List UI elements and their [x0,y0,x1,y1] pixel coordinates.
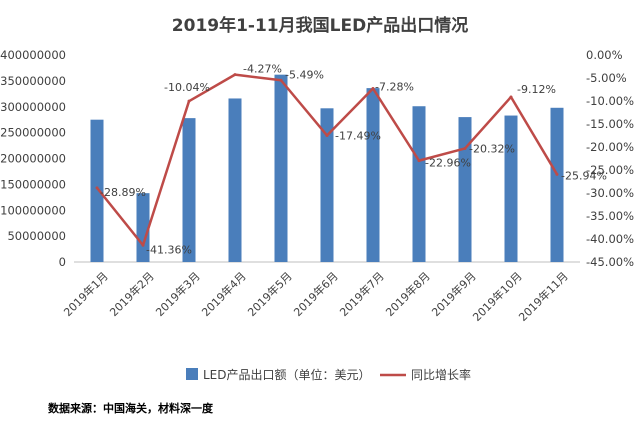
legend: LED产品出口额（单位：美元） 同比增长率 [186,367,471,382]
source-note: 数据来源：中国海关，材料深一度 [48,401,214,415]
bar [366,88,380,263]
y-left-tick-label: 300000000 [0,100,66,114]
line-data-label: -22.96% [425,157,471,170]
bar [504,115,518,262]
line-point [187,99,191,103]
line-data-label: -7.28% [375,80,414,93]
y-left-axis: 400000000 350000000 300000000 250000000 2000… [0,48,66,269]
line-point [95,186,99,190]
bar [458,117,472,262]
bar [320,108,334,263]
y-right-tick-label: -25.00% [586,163,634,177]
line-series [95,73,559,247]
y-right-tick-label: -20.00% [586,140,634,154]
y-right-axis: 0.00% -5.00% -10.00% -15.00% -20.00% -25.00% -… [586,48,634,269]
x-tick-label: 2019年11月 [516,269,571,324]
y-left-tick-label: 150000000 [0,177,66,191]
line-point [233,73,237,77]
line-point [371,86,375,90]
line-data-labels: -28.89% -41.36% -10.04% -4.27% -5.49% -17.49%… [100,63,607,257]
line-point [463,146,467,150]
bar [136,193,150,262]
x-tick-label: 2019年3月 [153,269,203,319]
y-right-tick-label: -5.00% [586,71,627,85]
y-left-tick-label: 100000000 [0,203,66,217]
chart-title: 2019年1-11月我国LED产品出口情况 [172,15,468,36]
line-point [141,243,145,247]
line-point [279,78,283,82]
line-point [325,133,329,137]
legend-label-bar: LED产品出口额（单位：美元） [203,367,371,382]
bar [550,107,564,262]
y-right-tick-label: -35.00% [586,209,634,223]
bar [182,118,196,262]
x-tick-label: 2019年7月 [337,269,387,319]
bar-series [90,74,564,263]
y-right-tick-label: -30.00% [586,186,634,200]
y-left-tick-label: 250000000 [0,126,66,140]
x-tick-label: 2019年5月 [245,269,295,319]
line-data-label: -9.12% [517,83,556,96]
x-tick-label: 2019年8月 [383,269,433,319]
line-point [509,95,513,99]
x-tick-label: 2019年2月 [107,269,157,319]
x-tick-label: 2019年4月 [199,269,249,319]
line-data-label: -10.04% [164,81,210,94]
bar [90,119,104,262]
bar [274,74,288,262]
line-data-label: -41.36% [146,243,192,256]
legend-swatch-bar [186,368,198,380]
y-left-tick-label: 400000000 [0,48,66,62]
bar [228,98,242,262]
legend-label-line: 同比增长率 [411,367,471,382]
y-left-tick-label: 50000000 [7,229,66,243]
bar [412,106,426,262]
y-right-tick-label: -10.00% [586,94,634,108]
y-right-tick-label: -15.00% [586,117,634,131]
line-data-label: -20.32% [469,142,515,155]
line-data-label: -28.89% [100,186,146,199]
line-data-label: -25.94% [561,169,607,182]
line-data-label: -5.49% [285,68,324,81]
line-point [417,159,421,163]
x-tick-label: 2019年6月 [291,269,341,319]
y-right-tick-label: -40.00% [586,232,634,246]
y-right-tick-label: 0.00% [586,48,623,62]
line-data-label: -4.27% [243,63,282,76]
y-left-tick-label: 350000000 [0,74,66,88]
y-left-tick-label: 0 [59,255,66,269]
line-point [555,172,559,176]
y-left-tick-label: 200000000 [0,152,66,166]
y-right-tick-label: -45.00% [586,255,634,269]
line-data-label: -17.49% [335,129,381,142]
x-tick-label: 2019年1月 [61,269,111,319]
x-axis: 2019年1月2019年2月2019年3月2019年4月2019年5月2019年… [61,269,571,324]
x-tick-label: 2019年9月 [429,269,479,319]
